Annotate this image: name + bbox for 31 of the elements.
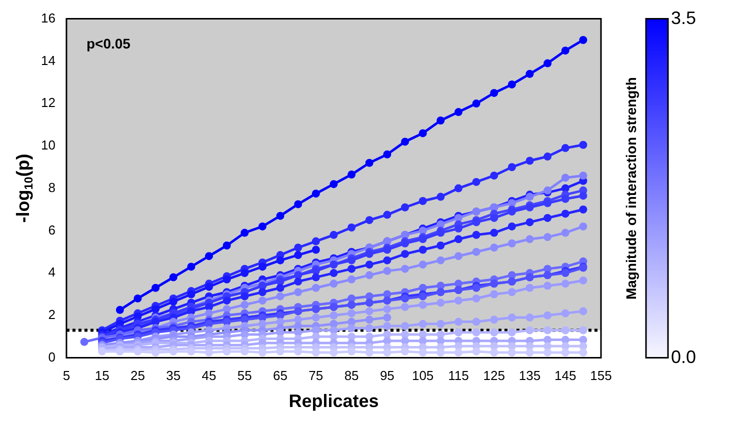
x-tick-label: 125 — [483, 368, 505, 384]
color-bar-label: 0.0 — [671, 346, 696, 367]
y-axis-title: -log10(p) — [12, 154, 36, 223]
x-tick-label: 105 — [412, 368, 434, 384]
x-tick-label: 5 — [62, 368, 70, 384]
y-tick-label: 12 — [40, 95, 56, 110]
y-tick-label: 0 — [48, 349, 56, 364]
y-tick-label: 16 — [40, 10, 56, 26]
x-tick-label: 155 — [590, 368, 612, 384]
x-tick-label: 15 — [94, 368, 110, 384]
x-tick-label: 135 — [518, 368, 541, 384]
x-tick-label: 115 — [448, 368, 469, 384]
x-tick-label: 145 — [554, 368, 576, 384]
x-tick-label: 85 — [344, 368, 359, 384]
y-tick-label: 6 — [48, 222, 56, 238]
x-tick-label: 35 — [166, 368, 181, 384]
y-tick-label: 10 — [40, 138, 56, 153]
x-tick-label: 45 — [202, 368, 216, 384]
y-tick-label: 2 — [48, 307, 56, 322]
color-bar-title: Magnitude of interaction strength — [622, 77, 639, 300]
y-tick-label: 4 — [48, 264, 56, 280]
x-tick-label: 55 — [237, 368, 252, 384]
y-tick-label: 14 — [40, 52, 56, 68]
x-axis-title: Replicates — [288, 391, 379, 412]
x-tick-label: 75 — [308, 368, 324, 384]
color-bar-label: 3.5 — [671, 8, 696, 28]
annotation: p<0.05 — [86, 36, 131, 52]
x-tick-label: 25 — [130, 368, 145, 384]
x-tick-label: 95 — [380, 368, 394, 384]
y-tick-label: 8 — [48, 180, 56, 195]
x-tick-label: 65 — [273, 368, 288, 384]
